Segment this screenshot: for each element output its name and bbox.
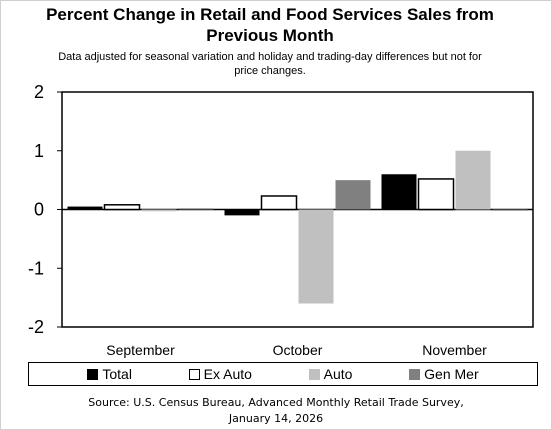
legend-label: Ex Auto (203, 366, 252, 382)
legend-label: Total (102, 366, 132, 382)
bar-total-september (67, 206, 103, 210)
bar-gen-mer-november (492, 209, 528, 211)
chart-subtitle-line2: price changes. (234, 65, 306, 77)
y-tick-label: -1 (28, 258, 44, 278)
source-line1: Source: U.S. Census Bureau, Advanced Mon… (88, 396, 464, 409)
legend-label: Auto (323, 366, 353, 382)
bar-gen-mer-september (178, 208, 214, 210)
legend-label: Gen Mer (424, 366, 479, 382)
y-tick-label: 0 (34, 200, 44, 220)
source-line2: January 14, 2026 (228, 412, 324, 425)
bar-ex-auto-september (103, 204, 141, 211)
legend-swatch (87, 368, 99, 380)
chart-subtitle-line1: Data adjusted for seasonal variation and… (58, 51, 482, 63)
bar-ex-auto-november (417, 178, 455, 211)
chart-legend: Total Ex Auto Auto Gen Mer (28, 362, 538, 386)
bar-auto-september (141, 209, 177, 212)
legend-item-gen-mer: Gen Mer (409, 366, 479, 382)
legend-swatch (188, 368, 200, 380)
x-tick-label: October (273, 342, 323, 358)
legend-item-total: Total (87, 366, 132, 382)
chart-title-line1: Percent Change in Retail and Food Servic… (46, 5, 494, 24)
bar-ex-auto-october (260, 195, 298, 211)
chart-source: Source: U.S. Census Bureau, Advanced Mon… (0, 395, 552, 427)
y-tick-label: -2 (28, 317, 44, 337)
x-tick-label: November (422, 342, 487, 358)
chart-subtitle: Data adjusted for seasonal variation and… (0, 50, 540, 78)
legend-item-ex-auto: Ex Auto (188, 366, 252, 382)
y-tick-label: 1 (34, 141, 44, 161)
legend-swatch (409, 368, 421, 380)
chart-title: Percent Change in Retail and Food Servic… (0, 4, 540, 46)
bar-total-november (381, 174, 417, 210)
bar-auto-november (455, 150, 491, 210)
bar-auto-october (298, 209, 334, 304)
y-tick-label: 2 (34, 82, 44, 102)
bar-gen-mer-october (335, 180, 371, 210)
chart-title-line2: Previous Month (206, 26, 334, 45)
bar-total-october (224, 209, 260, 216)
legend-swatch (308, 368, 320, 380)
legend-item-auto: Auto (308, 366, 353, 382)
x-tick-label: September (106, 342, 175, 358)
